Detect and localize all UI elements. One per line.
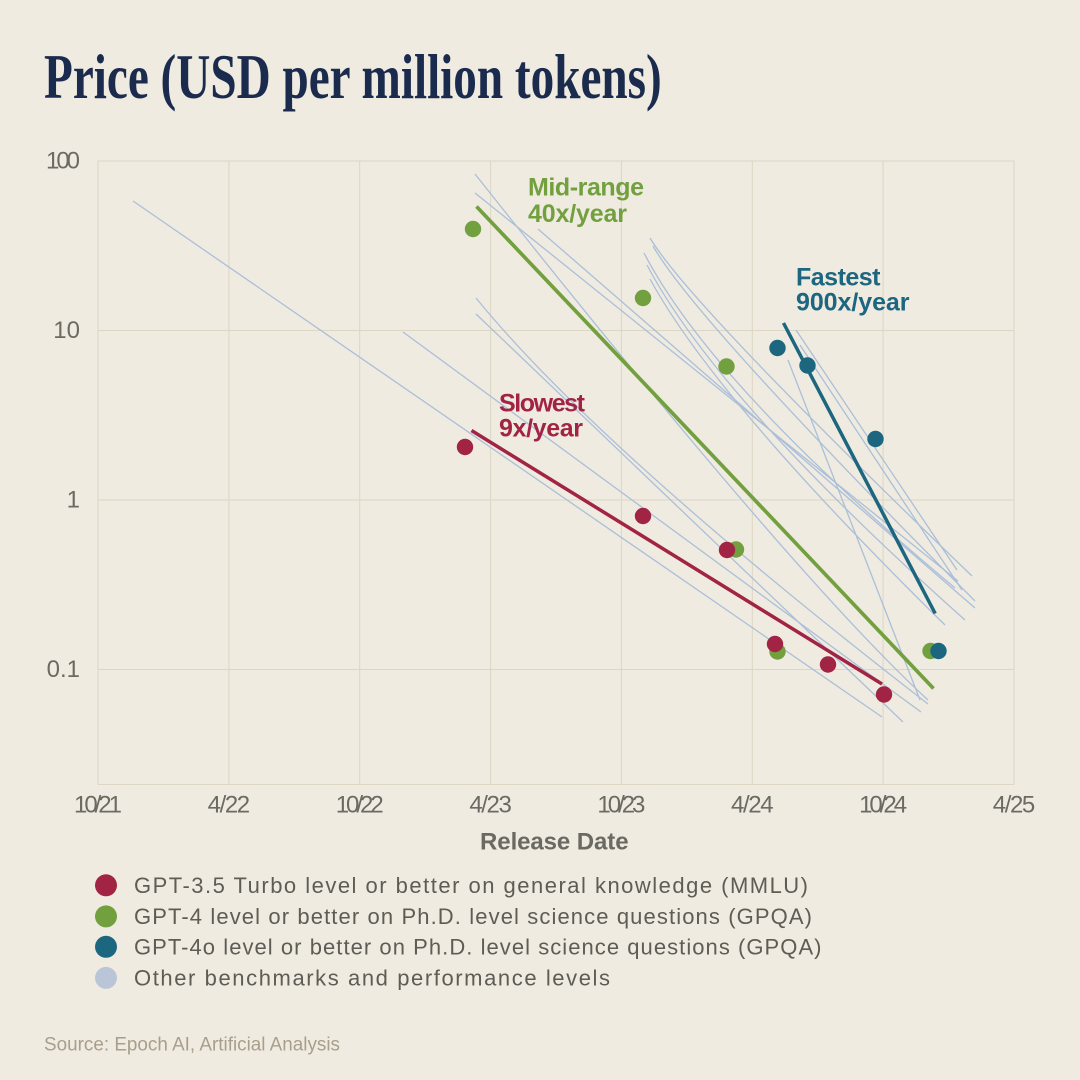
svg-text:10/21: 10/21 bbox=[74, 792, 122, 819]
svg-text:100: 100 bbox=[46, 148, 80, 175]
svg-text:GPT-4 level or better on Ph.D.: GPT-4 level or better on Ph.D. level sci… bbox=[134, 904, 812, 929]
svg-text:Source: Epoch AI, Artificial A: Source: Epoch AI, Artificial Analysis bbox=[44, 1035, 340, 1056]
svg-text:4/22: 4/22 bbox=[208, 792, 251, 819]
svg-text:900x/year: 900x/year bbox=[796, 289, 910, 317]
svg-text:Slowest: Slowest bbox=[499, 390, 586, 418]
svg-text:40x/year: 40x/year bbox=[528, 200, 627, 228]
svg-text:Mid-range: Mid-range bbox=[528, 174, 644, 202]
svg-text:4/23: 4/23 bbox=[469, 792, 511, 819]
svg-text:4/24: 4/24 bbox=[731, 792, 774, 819]
svg-text:10: 10 bbox=[53, 317, 80, 344]
svg-text:Release Date: Release Date bbox=[480, 829, 629, 856]
svg-text:GPT-3.5 Turbo level or better: GPT-3.5 Turbo level or better on general… bbox=[134, 873, 808, 898]
svg-text:4/25: 4/25 bbox=[993, 792, 1036, 819]
svg-text:GPT-4o level or better on Ph.D: GPT-4o level or better on Ph.D. level sc… bbox=[134, 934, 821, 959]
svg-text:9x/year: 9x/year bbox=[499, 415, 583, 443]
svg-text:Fastest: Fastest bbox=[796, 264, 881, 292]
svg-text:1: 1 bbox=[67, 487, 80, 514]
svg-text:Other benchmarks and performan: Other benchmarks and performance levels bbox=[134, 965, 610, 990]
svg-text:0.1: 0.1 bbox=[47, 656, 80, 683]
svg-text:10/24: 10/24 bbox=[859, 792, 907, 819]
svg-text:10/22: 10/22 bbox=[336, 792, 384, 819]
svg-text:10/23: 10/23 bbox=[597, 792, 645, 819]
